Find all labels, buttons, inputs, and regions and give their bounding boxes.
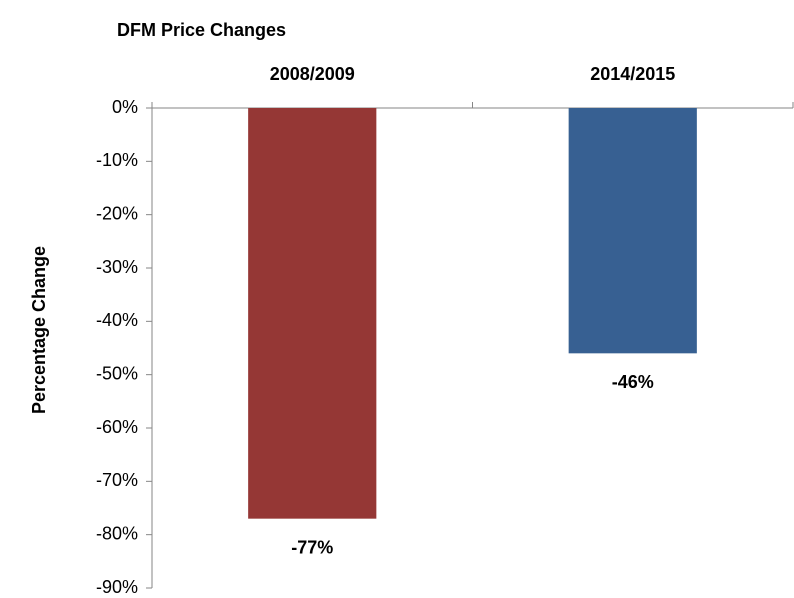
data-label: -46% [612,372,654,392]
y-tick-label: -30% [96,257,138,277]
y-tick-label: -10% [96,150,138,170]
bar [568,108,697,354]
x-tick-label: 2008/2009 [270,64,355,84]
y-tick-label: -20% [96,203,138,223]
chart-title: DFM Price Changes [117,20,286,40]
y-tick-label: 0% [112,97,138,117]
y-tick-label: -50% [96,363,138,383]
y-tick-label: -60% [96,417,138,437]
x-tick-label: 2014/2015 [590,64,675,84]
y-tick-label: -40% [96,310,138,330]
data-label: -77% [291,537,333,557]
y-tick-label: -90% [96,577,138,597]
bar [248,108,377,519]
y-tick-label: -70% [96,470,138,490]
y-axis-label: Percentage Change [29,246,49,414]
y-tick-label: -80% [96,523,138,543]
